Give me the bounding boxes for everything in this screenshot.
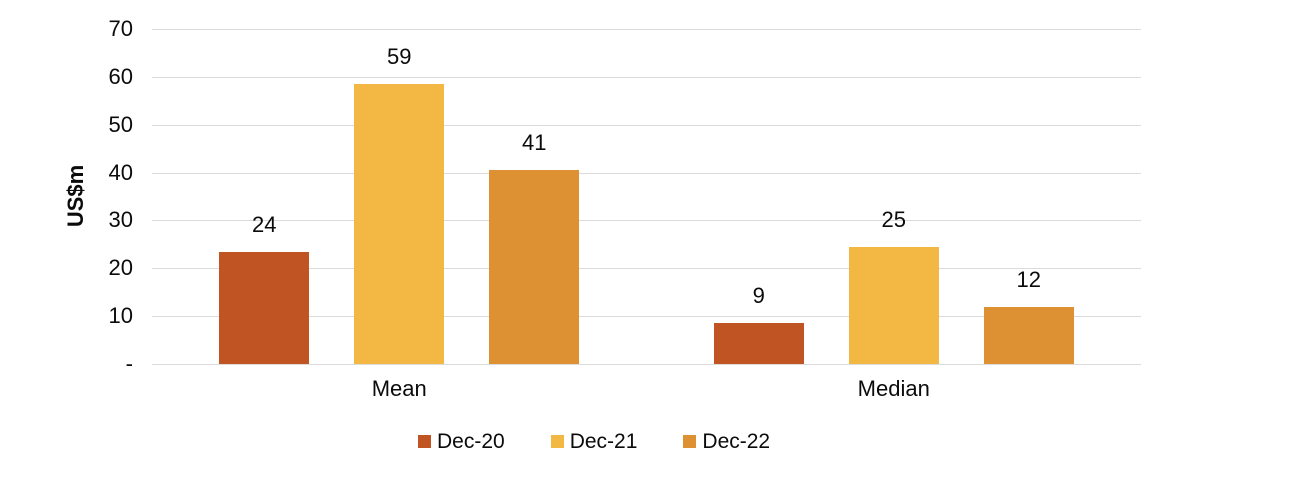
legend-item-dec-22: Dec-22	[683, 429, 770, 454]
legend-label: Dec-21	[569, 430, 638, 453]
bar-mean-dec-20	[219, 251, 310, 364]
gridline	[152, 220, 1141, 221]
bar-median-dec-22	[983, 306, 1074, 364]
y-axis-title: US$m	[63, 164, 88, 228]
legend: Dec-20 Dec-21 Dec-22	[418, 429, 770, 454]
y-tick-label: 20	[108, 255, 133, 280]
gridline	[152, 173, 1141, 174]
gridline	[152, 77, 1141, 78]
category-label: Median	[857, 376, 930, 401]
bar-value-label: 12	[1016, 266, 1041, 292]
legend-swatch-icon	[683, 435, 697, 448]
bar-mean-dec-21	[354, 84, 445, 364]
bar-value-label: 9	[752, 283, 765, 309]
y-tick-label: 10	[108, 303, 133, 328]
legend-item-dec-21: Dec-21	[550, 429, 638, 454]
legend-swatch-icon	[418, 435, 431, 448]
bar-mean-dec-22	[489, 170, 580, 364]
gridline	[152, 268, 1141, 269]
legend-label: Dec-22	[702, 430, 771, 453]
bar-median-dec-21	[848, 246, 939, 364]
bar-value-label: 24	[252, 211, 277, 237]
bar-value-label: 25	[881, 206, 906, 232]
bar-median-dec-20	[713, 323, 804, 364]
category-label: Mean	[371, 376, 427, 401]
y-tick-label: -	[125, 351, 133, 376]
gridline	[152, 29, 1141, 30]
y-tick-label: 70	[108, 16, 133, 41]
bar-value-label: 41	[522, 130, 547, 156]
bar-value-label: 59	[387, 44, 412, 70]
gridline	[152, 316, 1141, 317]
gridline	[152, 125, 1141, 126]
y-tick-label: 30	[108, 207, 133, 232]
legend-item-dec-20: Dec-20	[418, 429, 505, 454]
gridline	[152, 364, 1141, 365]
legend-label: Dec-20	[437, 430, 505, 453]
legend-swatch-icon	[550, 435, 564, 448]
y-tick-label: 50	[108, 112, 133, 137]
y-tick-label: 60	[108, 64, 133, 89]
y-tick-label: 40	[108, 160, 133, 185]
